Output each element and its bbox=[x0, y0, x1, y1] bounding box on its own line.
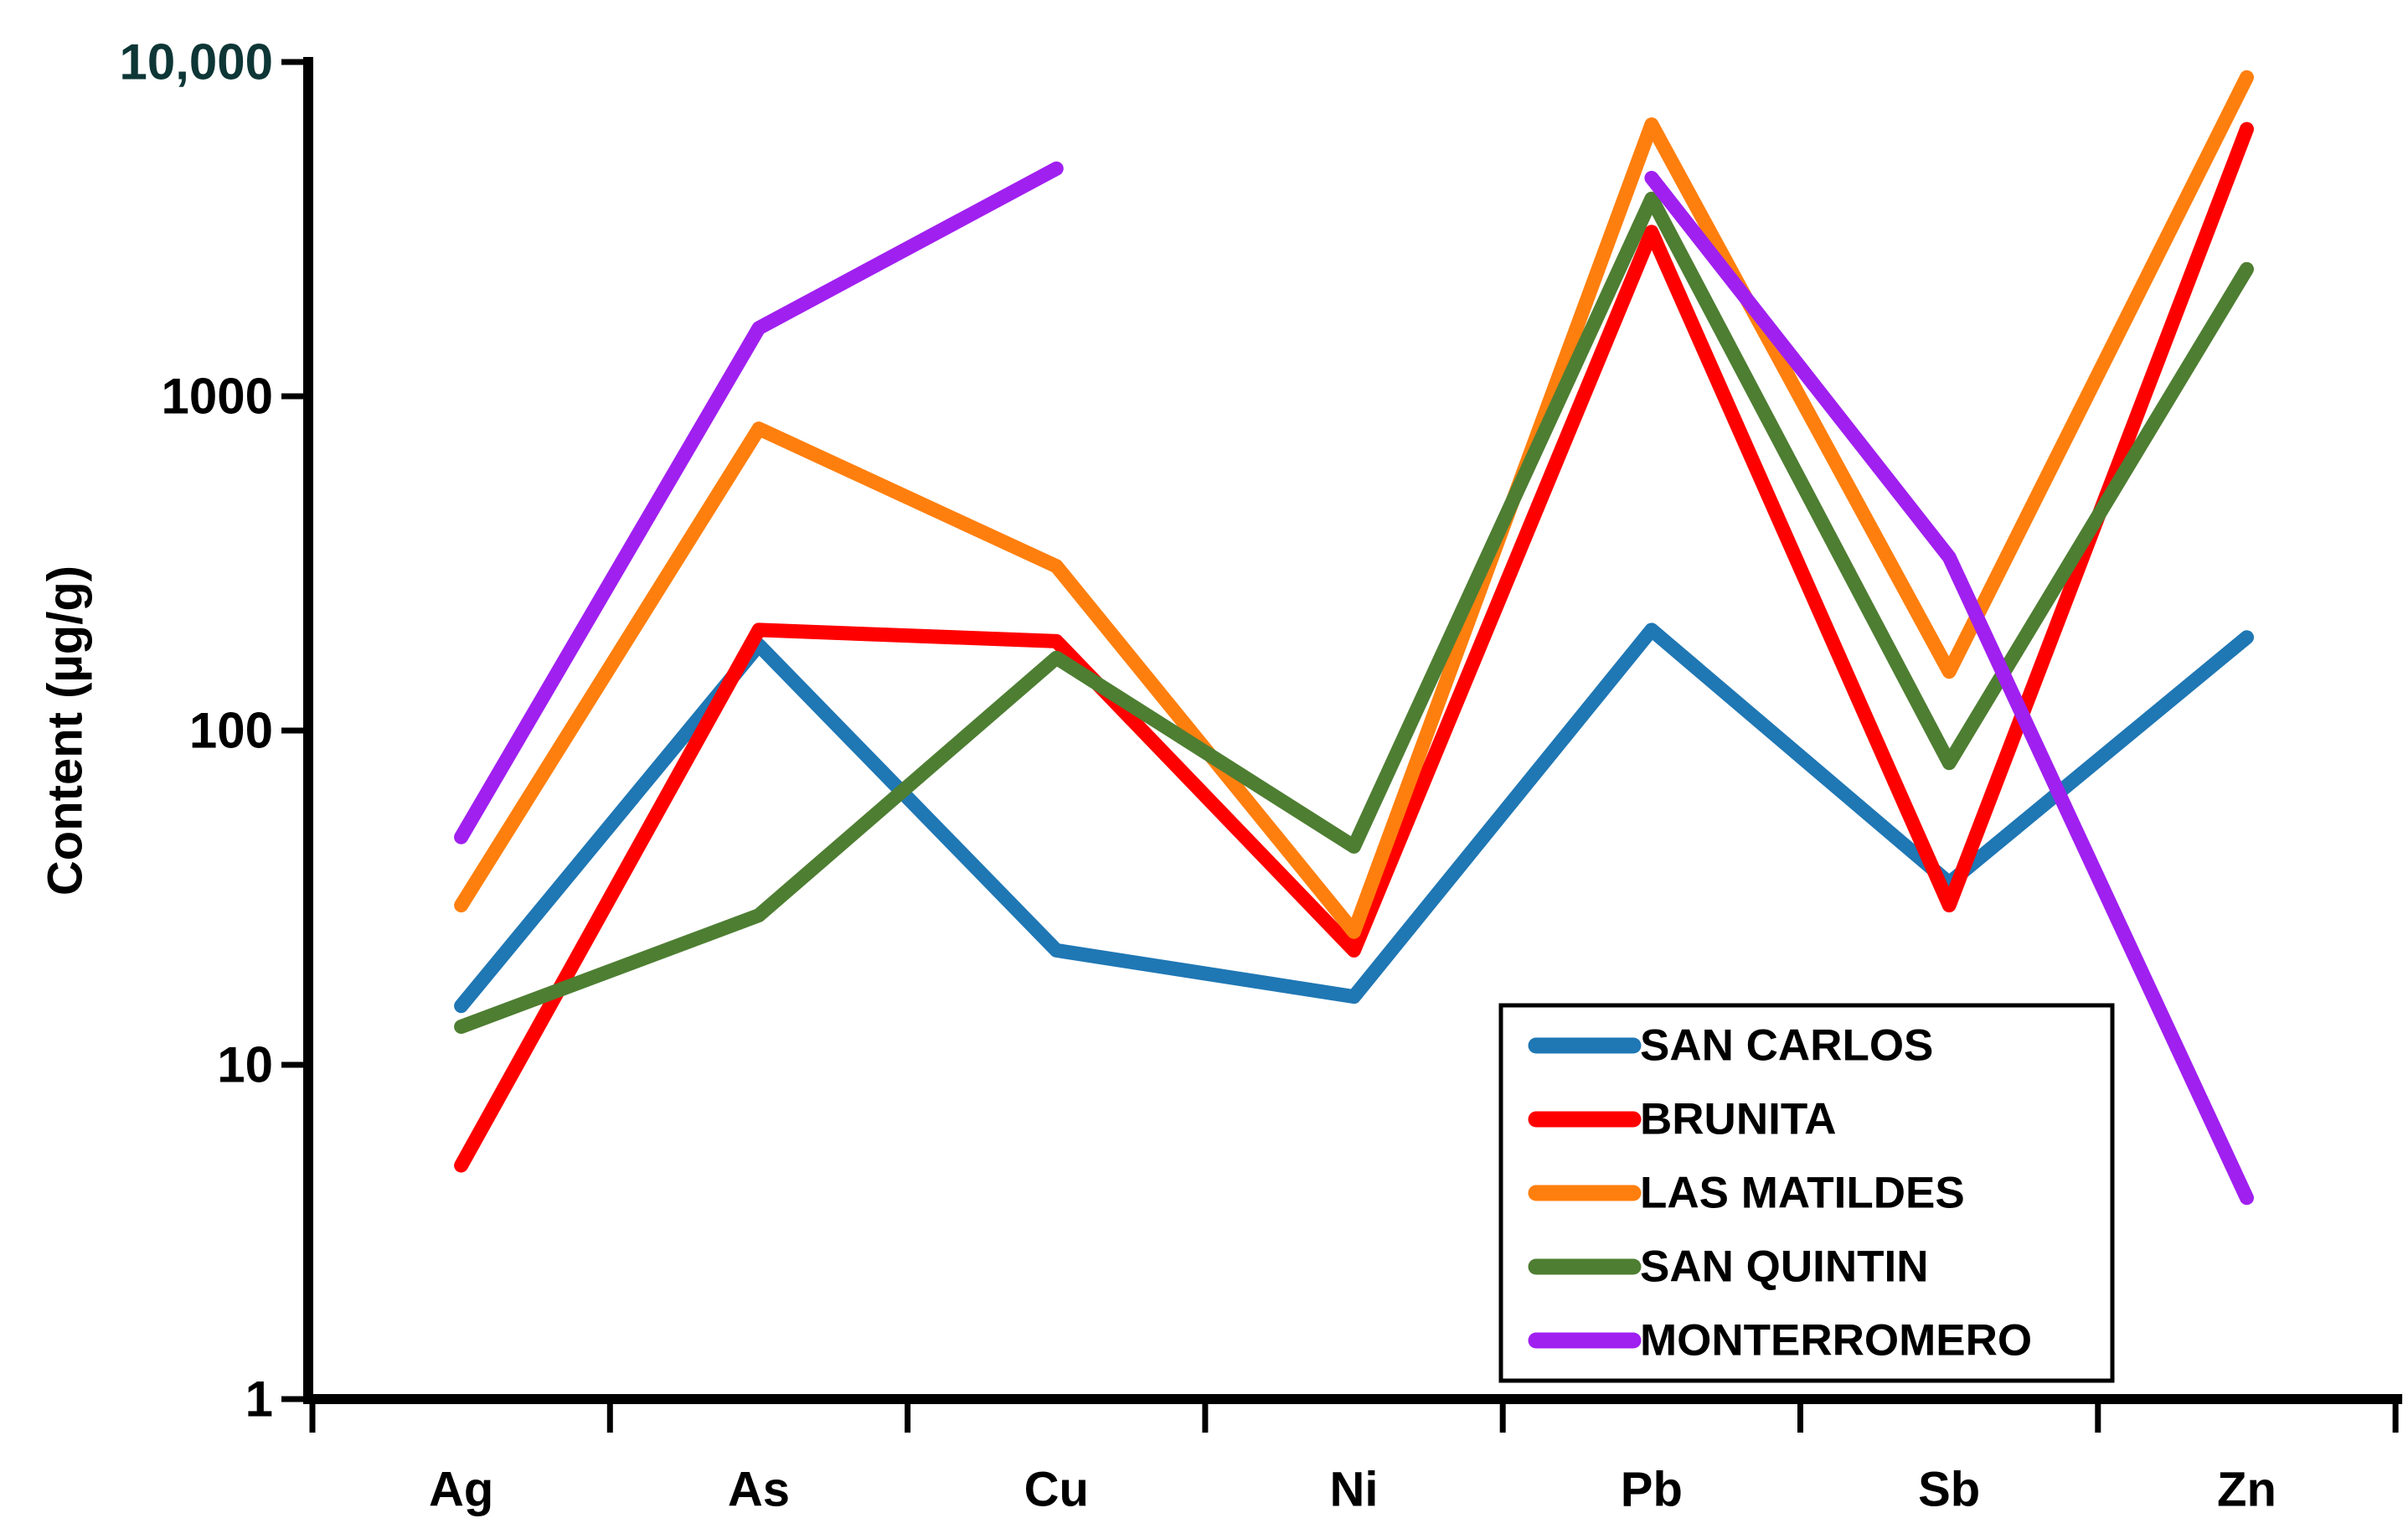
y-tick-label: 1 bbox=[245, 1371, 273, 1428]
x-category-label: Sb bbox=[1918, 1463, 1980, 1517]
legend-item: BRUNITA bbox=[1528, 1095, 1837, 1144]
y-tick-label: 100 bbox=[189, 703, 273, 759]
y-tick-label: 10,000 bbox=[119, 34, 273, 90]
y-axis-title: Content (µg/g) bbox=[39, 566, 93, 896]
y-tick-label: 1000 bbox=[162, 369, 273, 425]
series-line-monterromero bbox=[454, 161, 2254, 1206]
legend-item: LAS MATILDES bbox=[1528, 1169, 1965, 1218]
x-axis bbox=[303, 1394, 2403, 1404]
series-line-brunita bbox=[454, 121, 2254, 1173]
legend-label: MONTERROMERO bbox=[1640, 1316, 2032, 1366]
x-category-label: Ag bbox=[429, 1463, 493, 1517]
legend-label: SAN QUINTIN bbox=[1640, 1242, 1929, 1292]
x-category-label: Pb bbox=[1621, 1463, 1683, 1517]
legend-item: SAN CARLOS bbox=[1528, 1021, 1933, 1071]
legend-item: SAN QUINTIN bbox=[1528, 1242, 1929, 1292]
series-line-las-matildes bbox=[454, 70, 2254, 939]
legend-label: LAS MATILDES bbox=[1640, 1169, 1965, 1218]
legend-box: SAN CARLOS BRUNITA LAS MATILDES SAN QUINTIN… bbox=[1498, 1003, 2115, 1383]
x-category-label: Ni bbox=[1330, 1463, 1379, 1517]
x-category-label: As bbox=[728, 1463, 790, 1517]
x-category-label: Zn bbox=[2217, 1463, 2277, 1517]
legend-item: MONTERROMERO bbox=[1528, 1316, 2032, 1366]
legend-label: BRUNITA bbox=[1640, 1095, 1837, 1144]
series-line-san-quintin bbox=[454, 191, 2254, 1034]
series-line-san-carlos bbox=[454, 622, 2254, 1014]
y-tick-label: 10 bbox=[217, 1037, 273, 1093]
x-category-label: Cu bbox=[1024, 1463, 1089, 1517]
legend-label: SAN CARLOS bbox=[1640, 1021, 1933, 1071]
